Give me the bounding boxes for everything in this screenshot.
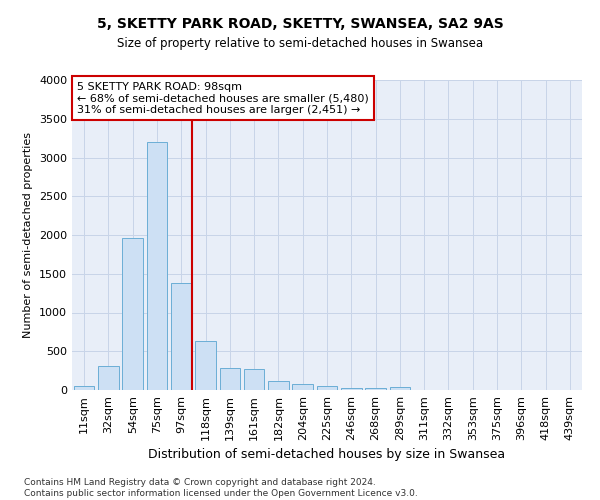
- Bar: [74, 386, 94, 390]
- Bar: [122, 238, 143, 390]
- Bar: [268, 381, 289, 390]
- Bar: [98, 366, 119, 390]
- Y-axis label: Number of semi-detached properties: Number of semi-detached properties: [23, 132, 34, 338]
- Bar: [146, 142, 167, 390]
- Text: 5, SKETTY PARK ROAD, SKETTY, SWANSEA, SA2 9AS: 5, SKETTY PARK ROAD, SKETTY, SWANSEA, SA…: [97, 18, 503, 32]
- Text: 5 SKETTY PARK ROAD: 98sqm
← 68% of semi-detached houses are smaller (5,480)
31% : 5 SKETTY PARK ROAD: 98sqm ← 68% of semi-…: [77, 82, 369, 115]
- Bar: [365, 388, 386, 390]
- Text: Contains HM Land Registry data © Crown copyright and database right 2024.
Contai: Contains HM Land Registry data © Crown c…: [24, 478, 418, 498]
- Bar: [244, 369, 265, 390]
- Bar: [195, 341, 216, 390]
- Text: Size of property relative to semi-detached houses in Swansea: Size of property relative to semi-detach…: [117, 38, 483, 51]
- Bar: [220, 368, 240, 390]
- Bar: [292, 384, 313, 390]
- Bar: [389, 387, 410, 390]
- X-axis label: Distribution of semi-detached houses by size in Swansea: Distribution of semi-detached houses by …: [148, 448, 506, 462]
- Bar: [341, 388, 362, 390]
- Bar: [171, 283, 191, 390]
- Bar: [317, 386, 337, 390]
